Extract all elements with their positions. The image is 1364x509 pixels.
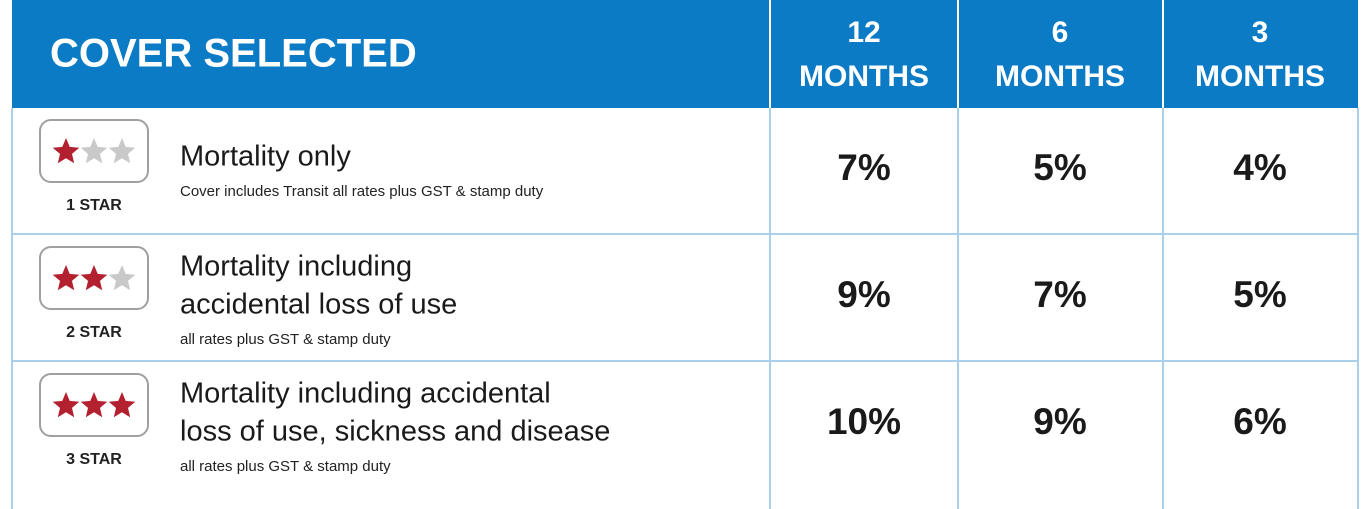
column-number: 12	[847, 16, 880, 49]
star	[52, 265, 80, 291]
column-unit: MONTHS	[799, 60, 929, 93]
cover-title: Mortality including accidental	[180, 378, 551, 410]
header-dividers	[769, 0, 1164, 108]
column-unit: MONTHS	[995, 60, 1125, 93]
column-number: 6	[1052, 16, 1069, 49]
star-label: 3 STAR	[66, 451, 122, 468]
star	[52, 138, 80, 164]
rate: 5%	[1233, 274, 1286, 315]
cover-title: Mortality only	[180, 141, 351, 173]
rate: 10%	[827, 401, 901, 442]
header-bar	[12, 0, 1358, 108]
column-unit: MONTHS	[1195, 60, 1325, 93]
cover-subtitle: all rates plus GST & stamp duty	[180, 458, 391, 475]
cover-title: loss of use, sickness and disease	[180, 416, 610, 448]
star	[80, 138, 108, 164]
rate: 7%	[837, 147, 890, 188]
cover-title: accidental loss of use	[180, 289, 457, 321]
star	[80, 265, 108, 291]
rate: 9%	[837, 274, 890, 315]
star	[108, 138, 136, 164]
star-label: 2 STAR	[66, 324, 122, 341]
star-label: 1 STAR	[66, 197, 122, 214]
column-number: 3	[1252, 16, 1269, 49]
cover-subtitle: all rates plus GST & stamp duty	[180, 331, 391, 348]
body-grid	[11, 108, 1359, 509]
rate: 7%	[1033, 274, 1086, 315]
star	[108, 265, 136, 291]
header-title: COVER SELECTED	[50, 32, 417, 76]
star	[80, 392, 108, 418]
star	[52, 392, 80, 418]
star	[108, 392, 136, 418]
rate: 4%	[1233, 147, 1286, 188]
rate: 5%	[1033, 147, 1086, 188]
rate: 9%	[1033, 401, 1086, 442]
rate: 6%	[1233, 401, 1286, 442]
cover-subtitle: Cover includes Transit all rates plus GS…	[180, 183, 544, 200]
cover-title: Mortality including	[180, 251, 412, 283]
